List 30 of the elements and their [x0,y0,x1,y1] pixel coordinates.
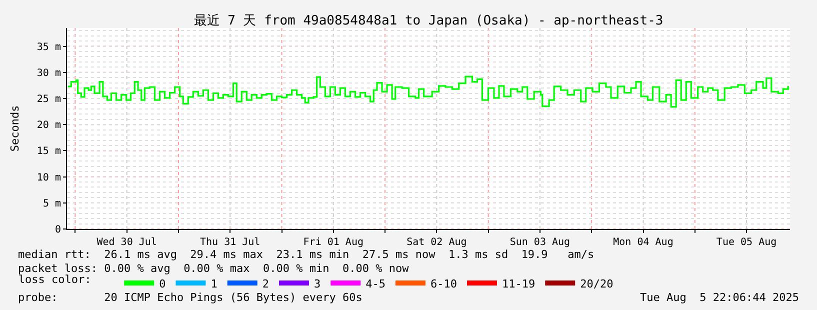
x-tick-label: Thu 31 Jul [200,237,260,248]
text: median rtt: 26.1 ms avg 29.4 ms max 23.1 ms min 27.5 ms now 1.3 ms sd 19.9 am/s [18,248,594,261]
legend-label: 3 [314,277,321,290]
x-tick-label: Wed 30 Jul [96,237,157,248]
y-tick-label: 20 m [36,120,61,132]
legend-label: 2 [262,277,269,290]
legend-label: 0 [159,277,166,290]
text: probe: 20 ICMP Echo Pings (56 Bytes) every 60s [18,291,362,304]
y-tick-label: 0 [54,224,61,236]
legend-label: 4-5 [366,277,386,290]
y-tick-label: 15 m [36,146,61,158]
legend-label: 1 [210,277,218,290]
text: packet loss: 0.00 % avg 0.00 % max 0.00 % min 0.00 % now [18,262,410,275]
y-tick-label: 30 m [36,68,61,79]
x-tick-label: Sun 03 Aug [510,237,570,248]
chart-title: 最近 7 天 from 49a0854848a1 to Japan (Osaka) - ap-northeast-3 [194,14,664,29]
legend-label: 20/20 [580,277,614,290]
legend-title: loss color: [18,272,112,286]
legend-label: 6-10 [430,277,457,290]
x-tick-label: Sat 02 Aug [406,237,467,248]
y-tick-label: 25 m [36,94,61,105]
x-tick-label: Mon 04 Aug [613,237,674,248]
text: Tue Aug 5 22:06:44 2025 [640,291,799,304]
y-axis-title: Seconds [8,105,22,152]
x-tick-label: Fri 01 Aug [303,237,364,248]
y-tick-label: 35 m [36,42,61,53]
y-tick-label: 10 m [36,172,61,184]
y-tick-label: 5 m [42,198,61,210]
x-tick-label: Tue 05 Aug [716,237,777,248]
legend-label: 11-19 [502,277,536,290]
